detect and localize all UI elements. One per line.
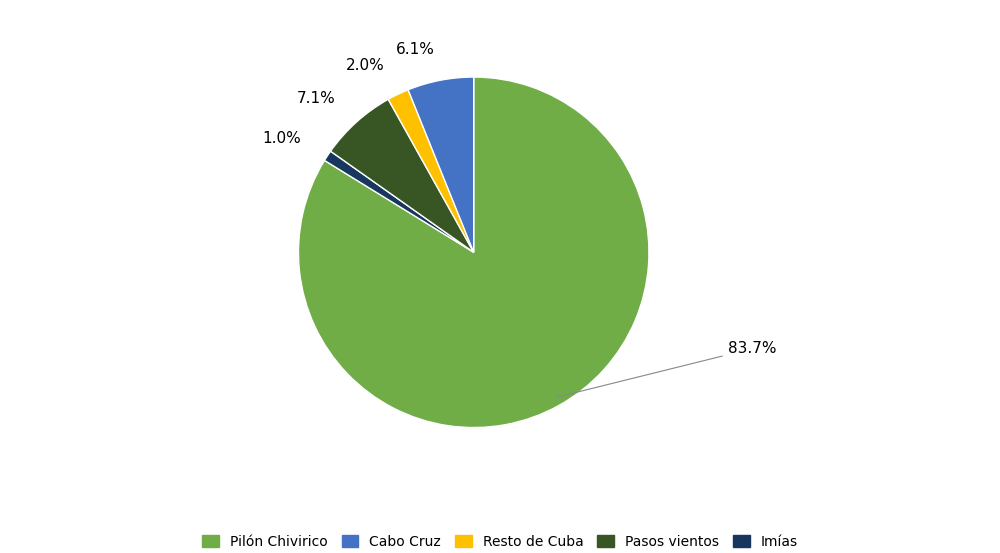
- Legend: Pilón Chivirico, Cabo Cruz, Resto de Cuba, Pasos vientos, Imías: Pilón Chivirico, Cabo Cruz, Resto de Cub…: [197, 529, 803, 553]
- Text: 83.7%: 83.7%: [558, 341, 776, 397]
- Wedge shape: [408, 77, 474, 252]
- Wedge shape: [324, 151, 474, 252]
- Wedge shape: [331, 100, 474, 252]
- Text: 7.1%: 7.1%: [297, 91, 335, 106]
- Text: 6.1%: 6.1%: [395, 42, 434, 57]
- Text: 1.0%: 1.0%: [262, 131, 301, 146]
- Wedge shape: [298, 77, 649, 427]
- Wedge shape: [388, 90, 474, 252]
- Text: 2.0%: 2.0%: [346, 58, 384, 74]
